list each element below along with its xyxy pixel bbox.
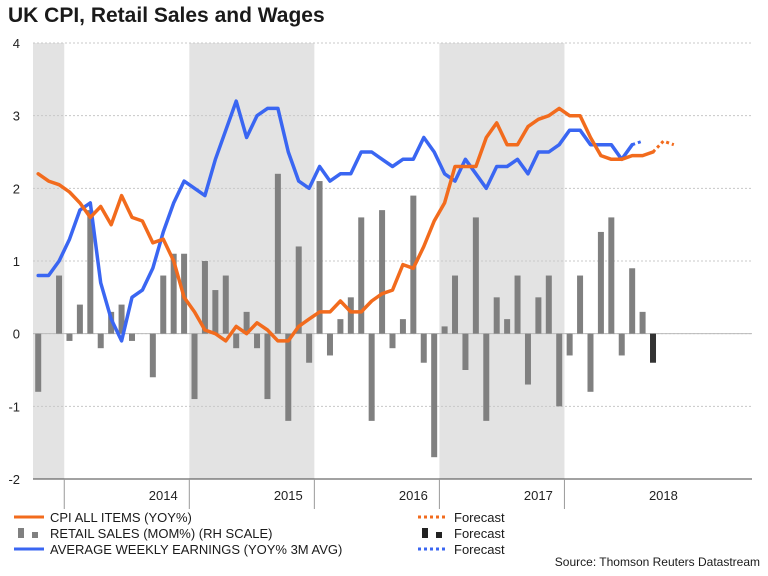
retail-bar [566, 333, 573, 356]
legend-retail-label: RETAIL SALES (MOM%) (RH SCALE) [50, 525, 273, 541]
legend-awe-forecast-swatch [418, 547, 448, 551]
retail-bar [504, 319, 511, 334]
legend-awe-forecast: Forecast [418, 541, 505, 557]
retail-bar [201, 261, 208, 334]
retail-forecast-bar [650, 333, 657, 363]
x-tick-label: 2017 [524, 488, 553, 503]
x-tick-label: 2015 [274, 488, 303, 503]
legend-retail-forecast-label: Forecast [454, 525, 505, 541]
legend-awe-label: AVERAGE WEEKLY EARNINGS (YOY% 3M AVG) [50, 541, 343, 557]
retail-bar [545, 275, 552, 334]
x-tick-label: 2014 [149, 488, 178, 503]
y-tick-label: 3 [13, 109, 20, 124]
retail-bar [233, 333, 240, 349]
y-tick-label: -1 [8, 399, 20, 414]
legend-cpi-swatch [14, 515, 44, 519]
retail-bar [441, 326, 448, 334]
retail-bar [493, 297, 500, 334]
retail-bar [629, 268, 636, 334]
retail-bar [285, 333, 292, 421]
legend-cpi: CPI ALL ITEMS (YOY%) [14, 509, 192, 525]
retail-bar [608, 217, 615, 334]
retail-bar [97, 333, 104, 349]
retail-bar [243, 311, 250, 334]
x-tick-label: 2018 [649, 488, 678, 503]
retail-bar [577, 275, 584, 334]
legend-cpi-forecast: Forecast [418, 509, 505, 525]
retail-bar [462, 333, 469, 370]
y-tick-label: -2 [8, 472, 20, 487]
legend-cpi-forecast-swatch [418, 515, 448, 519]
retail-bar [420, 333, 427, 363]
retail-bar [535, 297, 542, 334]
y-tick-label: 4 [13, 36, 20, 51]
retail-bar [347, 297, 354, 334]
legend-retail-swatch [18, 528, 38, 538]
legend-retail-forecast-swatch [422, 528, 442, 538]
legend-cpi-label: CPI ALL ITEMS (YOY%) [50, 509, 192, 525]
retail-bar [191, 333, 198, 400]
retail-bar [316, 181, 323, 334]
cpi-forecast-line [651, 139, 675, 154]
retail-bar [326, 333, 333, 356]
legend-awe-forecast-label: Forecast [454, 541, 505, 557]
retail-bar [431, 333, 438, 458]
retail-bar [118, 304, 125, 334]
shaded-region-1 [189, 43, 315, 479]
legend-retail-forecast: Forecast [418, 525, 505, 541]
retail-bar [295, 246, 302, 334]
retail-bar [337, 319, 344, 334]
retail-bar [587, 333, 594, 392]
retail-bar [379, 210, 386, 334]
retail-bar [274, 173, 281, 334]
retail-bar [524, 333, 531, 385]
retail-bar [149, 333, 156, 378]
legend-awe: AVERAGE WEEKLY EARNINGS (YOY% 3M AVG) [14, 541, 342, 557]
retail-bar [472, 217, 479, 334]
x-tick-label: 2016 [399, 488, 428, 503]
retail-bar [618, 333, 625, 356]
retail-bar [597, 231, 604, 334]
retail-bar [56, 275, 63, 334]
awe-forecast-line [631, 139, 644, 147]
retail-bar [452, 275, 459, 334]
retail-bar [483, 333, 490, 421]
legend-retail: RETAIL SALES (MOM%) (RH SCALE) [14, 525, 272, 541]
retail-bar [212, 290, 219, 334]
legend-cpi-forecast-label: Forecast [454, 509, 505, 525]
retail-bar [556, 333, 563, 407]
retail-bar [160, 275, 167, 334]
retail-bar [66, 333, 73, 341]
retail-bar [368, 333, 375, 421]
legend-awe-swatch [14, 547, 44, 551]
retail-bar [254, 333, 261, 349]
retail-bar [399, 319, 406, 334]
retail-bar [389, 333, 396, 349]
y-tick-label: 0 [13, 327, 20, 342]
retail-bar [87, 210, 94, 334]
retail-bar [76, 304, 83, 334]
chart-title: UK CPI, Retail Sales and Wages [8, 4, 325, 27]
retail-bar [170, 253, 177, 334]
retail-bar [222, 275, 229, 334]
retail-bar [264, 333, 271, 400]
source-note: Source: Thomson Reuters Datastream [554, 555, 760, 569]
retail-bar [358, 217, 365, 334]
cpi-line [36, 106, 655, 343]
awe-line [36, 99, 634, 343]
retail-bar [514, 275, 521, 334]
retail-bar [128, 333, 135, 341]
y-tick-label: 2 [13, 181, 20, 196]
retail-bar [639, 311, 646, 334]
retail-bar [35, 333, 42, 392]
retail-bar [306, 333, 313, 363]
y-tick-label: 1 [13, 254, 20, 269]
